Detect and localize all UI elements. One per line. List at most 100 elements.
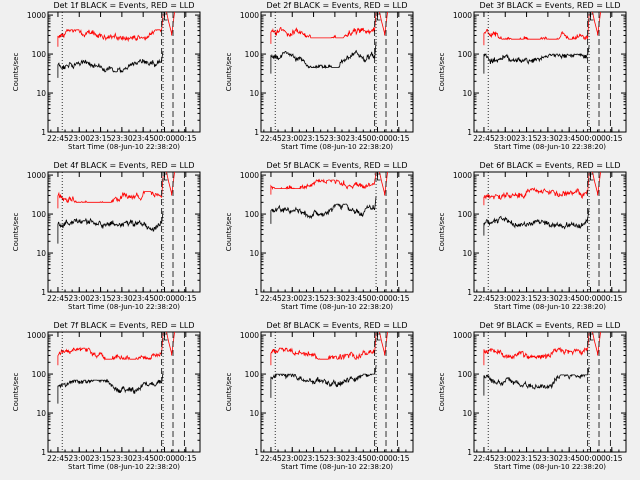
chart-title: Det 3f BLACK = Events, RED = LLD [479, 1, 620, 10]
series-line-lld [483, 13, 590, 46]
y-tick-label: 1000 [27, 11, 46, 20]
x-tick-label: 22:45 [47, 454, 69, 463]
series-line-lld [57, 14, 164, 47]
x-tick-label: 00:00 [367, 454, 389, 463]
x-tick-label: 00:15 [388, 134, 410, 143]
y-tick-label: 100 [458, 50, 473, 59]
y-tick-label: 1000 [453, 11, 472, 20]
x-axis-label: Start Time (08-Jun-10 22:38:20) [494, 143, 606, 151]
series-line-events [57, 372, 164, 404]
x-tick-label: 22:45 [260, 294, 282, 303]
series-line-lld [483, 332, 590, 366]
x-tick-label: 23:45 [345, 454, 367, 463]
series-line-lld-tail [592, 331, 601, 356]
x-tick-label: 00:00 [367, 134, 389, 143]
x-axis-label: Start Time (08-Jun-10 22:38:20) [281, 143, 393, 151]
series-line-lld-tail [379, 331, 388, 356]
x-tick-label: 23:15 [303, 294, 325, 303]
series-line-lld-tail [592, 11, 601, 36]
x-tick-label: 23:00 [281, 294, 303, 303]
y-tick-label: 10 [249, 409, 259, 418]
chart-panel-4: Det 4f BLACK = Events, RED = LLD 1 10 100 10… [12, 161, 201, 311]
x-tick-label: 23:45 [558, 454, 580, 463]
plot-frame [47, 331, 201, 453]
x-tick-label: 23:15 [516, 134, 538, 143]
x-tick-label: 23:45 [345, 294, 367, 303]
y-axis-label: Counts/sec [438, 53, 446, 92]
y-axis-label: Counts/sec [438, 373, 446, 412]
series-line-lld [270, 171, 377, 195]
x-tick-label: 23:15 [516, 454, 538, 463]
y-tick-label: 1000 [27, 171, 46, 180]
chart-title: Det 1f BLACK = Events, RED = LLD [53, 1, 194, 10]
y-tick-label: 10 [462, 249, 472, 258]
chart-panel-7: Det 7f BLACK = Events, RED = LLD 1 10 100 10… [12, 321, 201, 471]
series-line-lld-tail [166, 11, 175, 36]
x-tick-label: 23:00 [281, 134, 303, 143]
y-axis-label: Counts/sec [12, 373, 20, 412]
series-line-events [270, 366, 377, 398]
x-tick-label: 23:30 [324, 134, 346, 143]
x-tick-label: 22:45 [260, 454, 282, 463]
x-tick-label: 22:45 [473, 294, 495, 303]
series-line-lld-tail [379, 11, 388, 36]
x-tick-label: 23:00 [68, 134, 90, 143]
x-tick-label: 23:45 [132, 454, 154, 463]
x-tick-label: 23:15 [303, 454, 325, 463]
chart-title: Det 2f BLACK = Events, RED = LLD [266, 1, 407, 10]
x-tick-label: 23:30 [537, 134, 559, 143]
x-tick-label: 00:15 [601, 454, 623, 463]
saa-marker [587, 13, 594, 21]
x-tick-label: 23:45 [132, 294, 154, 303]
series-line-lld-tail [166, 171, 175, 196]
x-tick-label: 00:15 [388, 454, 410, 463]
y-tick-label: 10 [36, 249, 46, 258]
x-tick-label: 00:00 [154, 134, 176, 143]
chart-panel-8: Det 8f BLACK = Events, RED = LLD 1 10 100 10… [225, 321, 414, 471]
series-line-events [57, 210, 164, 244]
x-tick-label: 23:15 [90, 294, 112, 303]
y-tick-label: 100 [32, 370, 47, 379]
x-axis-label: Start Time (08-Jun-10 22:38:20) [68, 463, 180, 471]
x-tick-label: 23:00 [494, 454, 516, 463]
series-line-lld-tail [166, 331, 175, 356]
x-axis-label: Start Time (08-Jun-10 22:38:20) [494, 463, 606, 471]
x-tick-label: 23:45 [345, 134, 367, 143]
chart-title: Det 5f BLACK = Events, RED = LLD [266, 161, 407, 170]
x-tick-label: 00:00 [154, 294, 176, 303]
x-tick-label: 22:45 [47, 294, 69, 303]
saa-marker [161, 333, 168, 341]
y-tick-label: 10 [462, 409, 472, 418]
y-tick-label: 10 [36, 89, 46, 98]
y-tick-label: 100 [245, 50, 260, 59]
x-tick-label: 00:15 [175, 454, 197, 463]
x-tick-label: 22:45 [473, 454, 495, 463]
chart-title: Det 7f BLACK = Events, RED = LLD [53, 321, 194, 330]
y-tick-label: 1 [41, 128, 46, 137]
plot-frame [260, 171, 414, 293]
y-tick-label: 100 [458, 210, 473, 219]
saa-marker [374, 13, 381, 21]
y-tick-label: 100 [245, 210, 260, 219]
chart-title: Det 4f BLACK = Events, RED = LLD [53, 161, 194, 170]
x-tick-label: 22:45 [47, 134, 69, 143]
series-line-events [483, 366, 590, 396]
x-tick-label: 23:30 [111, 134, 133, 143]
plot-frame [47, 171, 201, 293]
y-axis-label: Counts/sec [225, 53, 233, 92]
x-tick-label: 23:15 [303, 134, 325, 143]
plot-frame [473, 171, 627, 293]
x-tick-label: 23:15 [90, 454, 112, 463]
x-tick-label: 00:15 [601, 134, 623, 143]
chart-title: Det 9f BLACK = Events, RED = LLD [479, 321, 620, 330]
y-tick-label: 1000 [240, 171, 259, 180]
saa-marker [587, 333, 594, 341]
saa-marker [374, 173, 381, 181]
x-axis-label: Start Time (08-Jun-10 22:38:20) [68, 303, 180, 311]
y-tick-label: 1000 [27, 331, 46, 340]
series-line-events [483, 46, 590, 74]
series-line-lld [483, 172, 590, 206]
x-axis-label: Start Time (08-Jun-10 22:38:20) [281, 463, 393, 471]
x-tick-label: 23:00 [68, 454, 90, 463]
y-tick-label: 1000 [453, 171, 472, 180]
